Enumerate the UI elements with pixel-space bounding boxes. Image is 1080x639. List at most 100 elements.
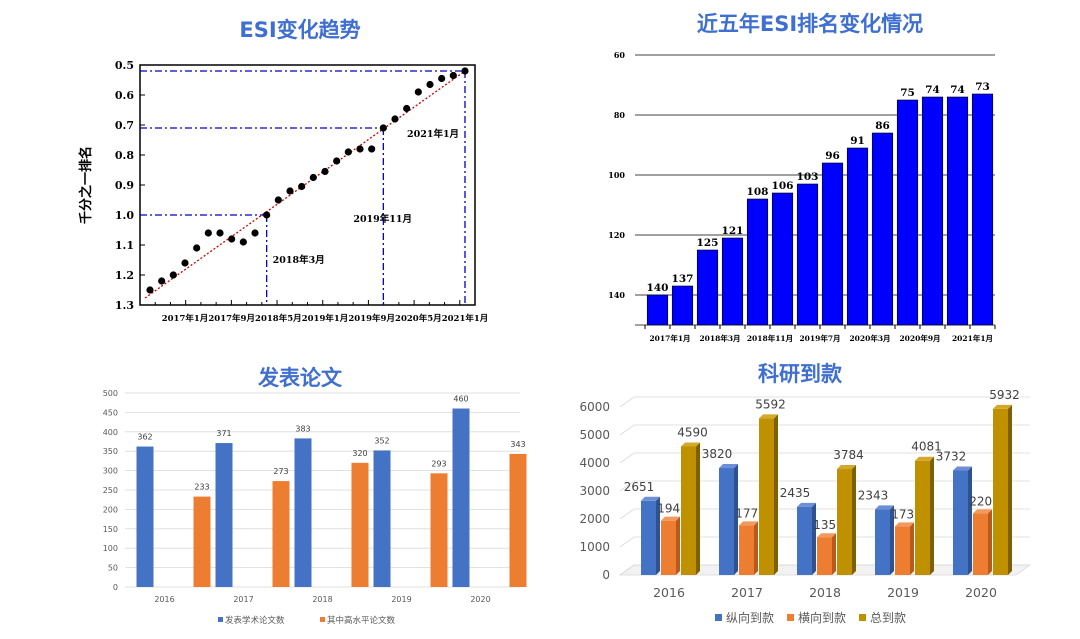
funding-bar-side	[656, 496, 660, 575]
legend-swatch	[320, 617, 325, 622]
data-point	[204, 229, 212, 237]
rank-bar	[896, 99, 919, 326]
data-point	[368, 145, 376, 153]
rank-value-label: 74	[950, 84, 965, 96]
y-tick-label: 1.3	[115, 299, 134, 312]
rank-value-label: 106	[772, 180, 794, 192]
funding-bar	[895, 526, 910, 575]
paper-value-label: 352	[374, 436, 389, 445]
paper-bar	[351, 462, 369, 587]
rank-bar	[746, 198, 769, 326]
rank-bar	[646, 294, 669, 326]
funding-bar	[641, 500, 656, 575]
y-tick-label: 0.8	[115, 149, 134, 162]
funding-bar-side	[696, 442, 700, 575]
gridline	[619, 396, 1030, 408]
esi-trend-chart: 0.5 0.6 0.7 0.8 0.9 1.0 1.1 1.2 1.3 千分之一排名 2017年1月…	[78, 59, 489, 324]
y-tick-label: 150	[103, 525, 118, 534]
x-tick-label: 2017	[233, 595, 253, 604]
paper-value-label: 383	[295, 424, 310, 433]
funding-bar-top	[661, 516, 680, 521]
data-point	[309, 173, 317, 182]
funding-bar	[953, 470, 968, 575]
data-point	[333, 157, 341, 165]
funding-value-label: 2435	[780, 486, 811, 500]
rank-value-label: 103	[797, 171, 819, 183]
funding-value-label: 1940	[657, 502, 688, 516]
paper-bar	[272, 481, 290, 587]
data-point	[228, 235, 236, 243]
funding-bar-top	[953, 466, 972, 471]
y-tick-label: 0.7	[115, 119, 134, 132]
plot-frame	[139, 64, 476, 306]
papers-title: 发表论文	[258, 366, 342, 390]
funding-value-label: 2343	[858, 488, 889, 502]
y-tick-label: 6000	[579, 400, 610, 414]
trendline	[144, 70, 466, 299]
gridline	[619, 508, 1030, 520]
y-tick-label: 350	[103, 447, 118, 456]
y-tick-label: 1.0	[115, 209, 134, 222]
rank-value-label: 75	[900, 87, 915, 99]
funding-bar	[837, 469, 852, 575]
data-point	[426, 80, 434, 89]
x-tick-label: 2021年1月	[442, 313, 489, 324]
funding-bar-side	[988, 509, 992, 575]
rank-bar	[796, 183, 819, 326]
funding-bar-side	[852, 465, 856, 575]
x-tick-label: 2020	[470, 595, 490, 604]
y-tick-label: 0	[602, 568, 610, 582]
paper-value-label: 371	[216, 429, 231, 438]
funding-value-label: 4081	[911, 440, 942, 454]
x-tick-label: 2017年1月	[649, 333, 690, 343]
annotation-label: 2019年11月	[353, 213, 412, 225]
gridline	[619, 452, 1030, 464]
x-tick-label: 2018	[312, 595, 332, 604]
paper-bar	[373, 450, 391, 587]
x-tick-label: 2019年9月	[348, 313, 395, 324]
x-tick-label: 2018年11月	[747, 333, 793, 343]
funding-bar-top	[973, 509, 992, 514]
data-point	[298, 182, 306, 191]
funding-bar-side	[1008, 404, 1012, 575]
rank-bar	[971, 93, 994, 326]
rank-value-label: 86	[875, 120, 890, 132]
legend-swatch	[787, 614, 794, 621]
funding-bar-side	[910, 522, 914, 575]
funding-value-label: 5932	[989, 388, 1020, 402]
data-point	[274, 196, 282, 204]
funding-bar	[719, 468, 734, 575]
funding-bar-top	[797, 502, 816, 507]
funding-bar-top	[915, 456, 934, 461]
funding-value-label: 3820	[702, 447, 733, 461]
legend-swatch	[859, 614, 866, 621]
rank-bar	[671, 285, 694, 326]
funding-bar-top	[993, 404, 1012, 409]
rank-bar	[721, 237, 744, 326]
data-point	[449, 71, 457, 80]
paper-bar	[193, 496, 211, 587]
y-tick-label: 400	[103, 428, 118, 437]
rank-value-label: 125	[697, 237, 719, 249]
funding-bar-top	[759, 414, 778, 419]
funding-bar	[661, 520, 676, 575]
x-tick-label: 2020	[965, 585, 997, 600]
paper-bar	[509, 453, 527, 587]
funding-bar-top	[817, 533, 836, 538]
funding-bar-side	[774, 414, 778, 575]
funding-value-label: 4590	[677, 425, 708, 439]
y-tick-label: 250	[103, 486, 118, 495]
x-tick-label: 2019	[391, 595, 411, 604]
data-point	[403, 104, 411, 113]
x-tick-label: 2020年3月	[849, 333, 890, 343]
funding-bar	[973, 513, 988, 575]
papers-chart: 0 50 100 150 200 250 300 350 400 450 500 362 233 2016…	[103, 389, 527, 626]
x-tick-label: 2018年3月	[699, 333, 740, 343]
funding-bar-top	[837, 465, 856, 470]
funding-bar-side	[812, 502, 816, 575]
rank-value-label: 108	[747, 186, 769, 198]
esi-rank-title: 近五年ESI排名变化情况	[696, 12, 924, 36]
y-tick-label: 3000	[579, 484, 610, 498]
legend-label: 发表学术论文数	[225, 615, 285, 626]
funding-bar	[993, 408, 1008, 575]
